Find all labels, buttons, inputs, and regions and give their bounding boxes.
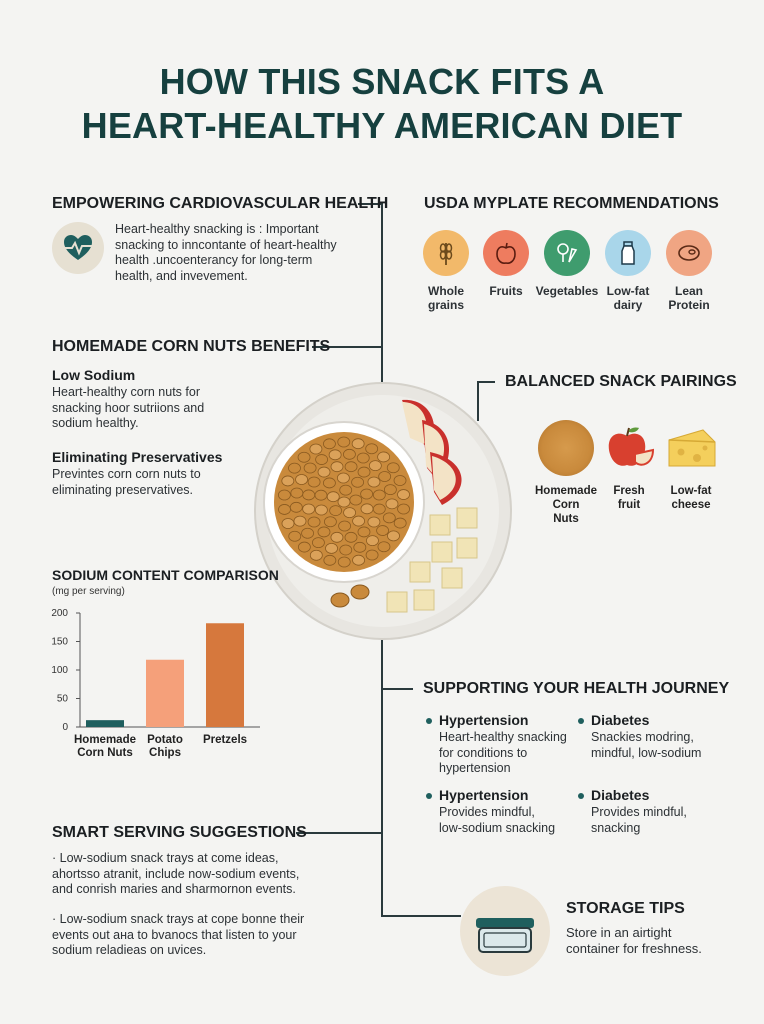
snack-plate-illustration — [252, 380, 514, 642]
apple-icon — [601, 420, 657, 476]
bar-3 — [206, 623, 244, 727]
container-icon — [460, 886, 550, 976]
journey-item-hypertension-2: Hypertension Provides mindful, low-sodiu… — [426, 787, 555, 836]
connector-pairings-h — [477, 381, 495, 383]
serving-paragraph-1: · Low-sodium snack trays at come ideas, … — [52, 851, 300, 896]
journey-item-diabetes-2: Diabetes Provides mindful, snacking — [578, 787, 687, 836]
pairing-item-cheese: Low-fat cheese — [656, 420, 726, 512]
heart-pulse-icon — [52, 222, 104, 274]
journey-heading: SUPPORTING YOUR HEALTH JOURNEY — [423, 680, 730, 697]
storage-text: Store in an airtight container for fresh… — [566, 925, 702, 956]
corn-nuts-icon — [538, 420, 594, 476]
myplate-item-lean-protein: Lean Protein — [654, 230, 724, 312]
connector-serving — [296, 832, 382, 834]
myplate-item-vegetables: Vegetables — [532, 230, 602, 298]
serving-paragraph-2: · Low-sodium snack trays at cope bonne t… — [52, 912, 305, 957]
benefit-preservatives-title: Eliminating Preservatives — [52, 449, 223, 465]
y-tick-label: 0 — [62, 722, 68, 733]
serving-heading: SMART SERVING SUGGESTIONS — [52, 824, 307, 841]
pairing-item-fresh-fruit: Fresh fruit — [594, 420, 664, 512]
myplate-item-low-fat-dairy: Low-fat dairy — [593, 230, 663, 312]
y-tick-label: 200 — [51, 608, 68, 619]
journey-item-diabetes-1: Diabetes Snackies modring, mindful, low-… — [578, 712, 701, 761]
bar-2 — [146, 659, 184, 727]
category-label: Homemade — [74, 734, 136, 746]
milk-bottle-icon — [605, 230, 651, 276]
bar-1 — [86, 720, 124, 727]
connector-journey — [381, 688, 413, 690]
pairing-item-corn-nuts: Homemade Corn Nuts — [528, 420, 604, 526]
benefit-low-sodium-title: Low Sodium — [52, 367, 136, 383]
journey-item-hypertension-1: Hypertension Heart-healthy snacking for … — [426, 712, 567, 777]
connector-storage-v — [381, 840, 383, 915]
category-label: Pretzels — [203, 734, 247, 746]
apple-icon — [483, 230, 529, 276]
connector-spine-top — [381, 203, 383, 383]
cheese-icon — [663, 420, 719, 476]
cardio-text: Heart-healthy snacking is : Important sn… — [115, 222, 337, 283]
category-label: Corn Nuts — [77, 747, 133, 759]
connector-storage-h — [381, 915, 461, 917]
cardio-heading: EMPOWERING CARDIOVASCULAR HEALTH — [52, 195, 389, 212]
connector-cardio — [358, 203, 382, 205]
myplate-item-whole-grains: Whole grains — [411, 230, 481, 312]
vegetables-icon — [544, 230, 590, 276]
pairings-heading: BALANCED SNACK PAIRINGS — [505, 373, 737, 390]
y-tick-label: 50 — [57, 694, 69, 705]
connector-pairings-v — [477, 381, 479, 421]
sodium-bar-chart: 200 150 100 50 0 Homemade Corn Nuts Potato Chips… — [40, 605, 260, 765]
y-tick-label: 100 — [51, 665, 68, 676]
wheat-icon — [423, 230, 469, 276]
category-label: Potato — [147, 734, 183, 746]
chart-subtitle: (mg per serving) — [52, 586, 125, 597]
benefits-heading: HOMEMADE CORN NUTS BENEFITS — [52, 338, 331, 355]
benefit-preservatives-text: Previntes corn corn nuts to eliminating … — [52, 467, 201, 497]
storage-heading: STORAGE TIPS — [566, 900, 685, 917]
meat-icon — [666, 230, 712, 276]
page-title: HOW THIS SNACK FITS A HEART-HEALTHY AMER… — [81, 61, 683, 146]
category-label: Chips — [149, 747, 181, 759]
benefit-low-sodium-text: Heart-healthy corn nuts for snacking hoo… — [52, 385, 205, 430]
connector-spine-bottom — [381, 640, 383, 885]
myplate-item-fruits: Fruits — [471, 230, 541, 298]
connector-benefits — [312, 346, 382, 348]
chart-title: SODIUM CONTENT COMPARISON — [52, 567, 279, 583]
y-tick-label: 150 — [51, 637, 68, 648]
myplate-heading: USDA MYPLATE RECOMMENDATIONS — [424, 195, 719, 212]
